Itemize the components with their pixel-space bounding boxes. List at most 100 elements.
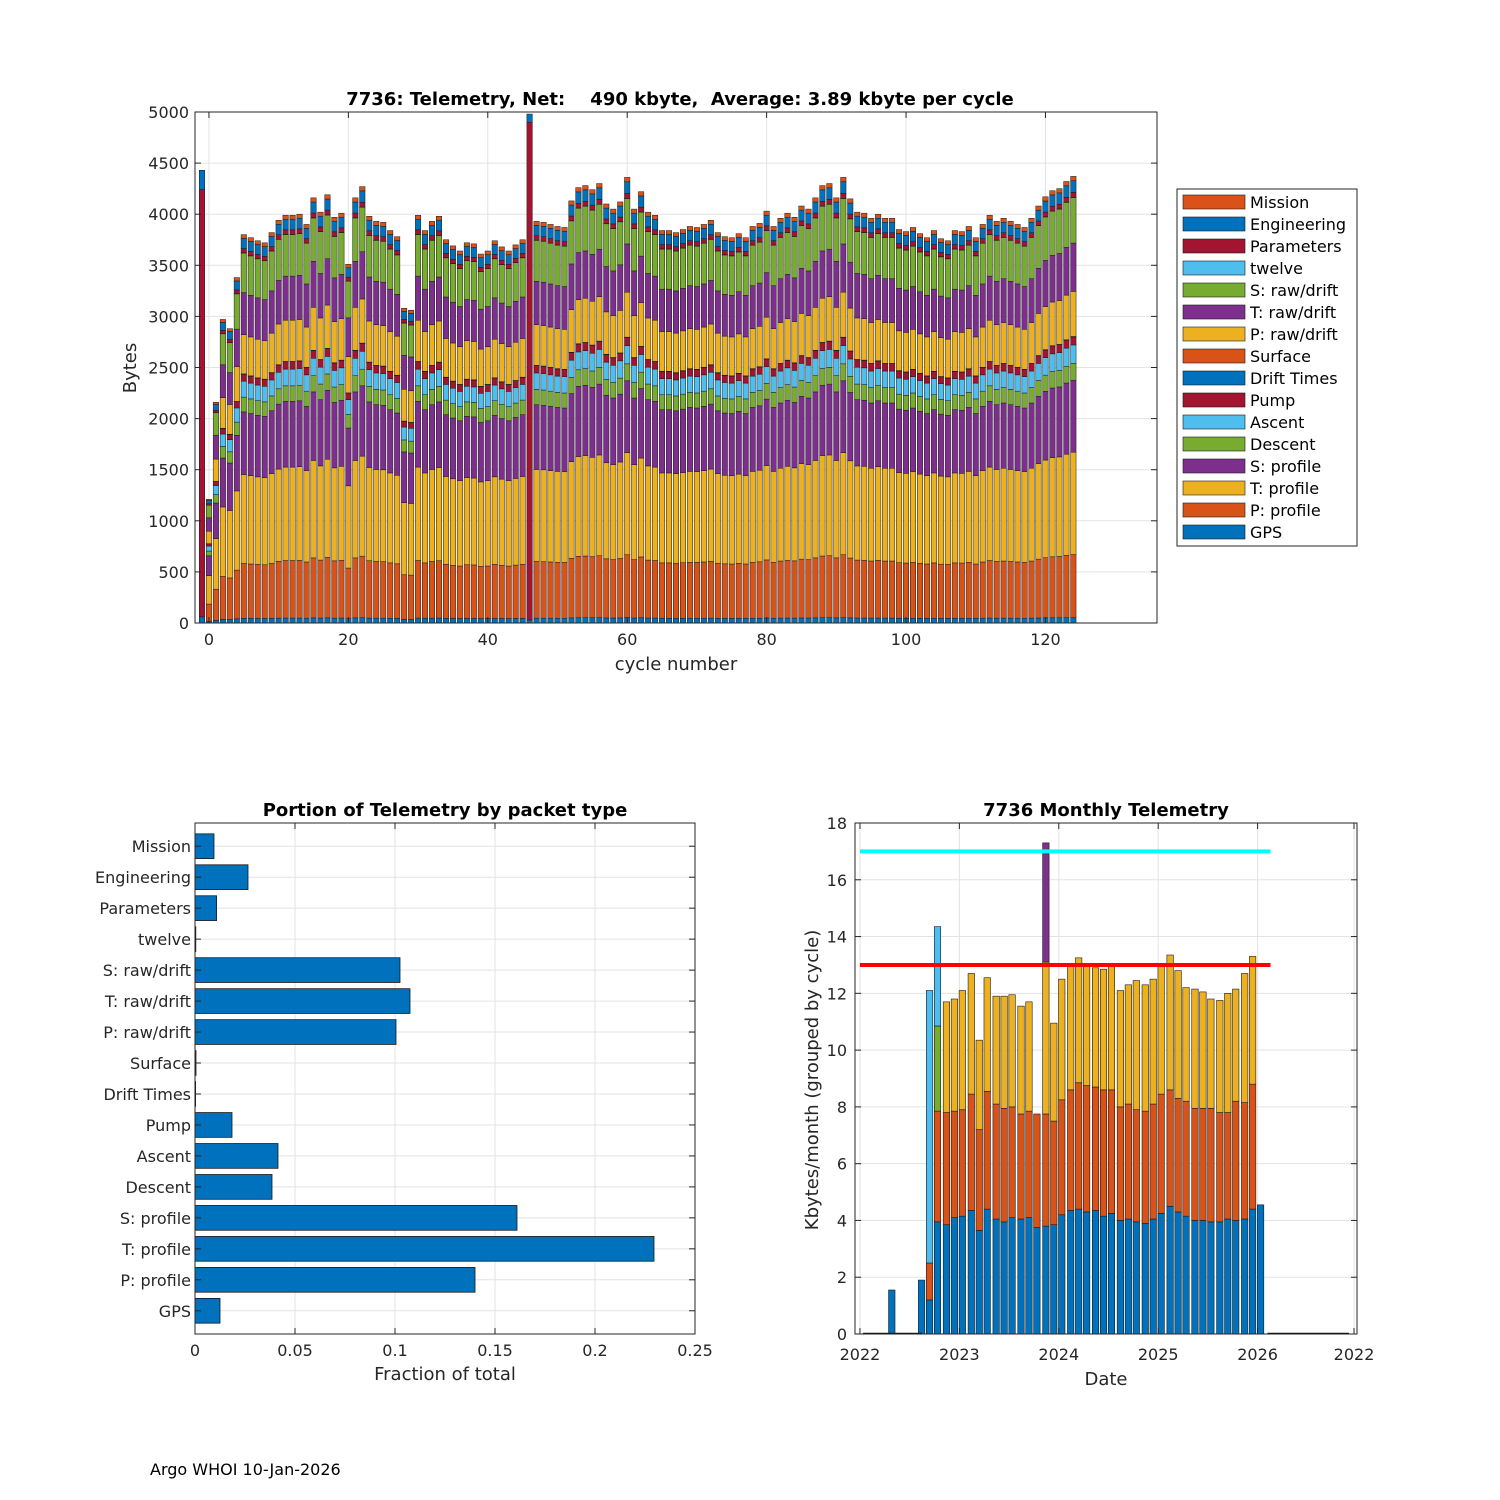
- cycle-bar-segment: [547, 283, 554, 328]
- cycle-bar-segment: [568, 377, 575, 394]
- cycle-bar-segment: [861, 399, 868, 467]
- cycle-bar-segment: [1014, 374, 1021, 392]
- cycle-bar-segment: [812, 617, 819, 624]
- cycle-bar-segment: [477, 386, 484, 394]
- cycle-bar-segment: [868, 232, 875, 238]
- cycle-bar-segment: [338, 559, 345, 619]
- cycle-bar-segment: [491, 476, 498, 565]
- cycle-bar-segment: [429, 365, 435, 374]
- cycle-bar-segment: [533, 240, 540, 282]
- cycle-bar-segment: [917, 396, 923, 412]
- cycle-bar-segment: [624, 345, 631, 365]
- cycle-bar-segment: [784, 318, 791, 361]
- cycle-bar-segment: [714, 290, 721, 334]
- portion-x-tick-label: 0.05: [277, 1341, 313, 1360]
- cycle-bar-segment: [847, 358, 854, 377]
- cycle-bar-segment: [770, 244, 777, 286]
- cycle-bar-segment: [903, 473, 910, 564]
- cycle-bar-segment: [937, 413, 944, 477]
- cycle-bar-segment: [617, 617, 624, 624]
- cycle-bar-segment: [366, 369, 373, 387]
- cycle-bar-segment: [631, 464, 638, 560]
- cycle-bar-segment: [847, 198, 854, 204]
- cycle-bar-segment: [965, 226, 972, 231]
- legend-label: S: profile: [1250, 457, 1321, 476]
- cycle-bar-segment: [491, 377, 498, 386]
- cycle-bar-segment: [296, 466, 303, 561]
- cycle-bar-segment: [721, 335, 728, 376]
- cycle-bar-segment: [1056, 188, 1063, 194]
- cycle-bar-segment: [233, 366, 240, 402]
- cycle-bar-segment: [826, 296, 833, 342]
- cycle-bar-segment: [1049, 345, 1056, 355]
- cycle-bar-segment: [700, 390, 707, 407]
- cycle-bar-segment: [205, 545, 212, 552]
- monthly-bar-segment: [1174, 1211, 1182, 1335]
- cycle-bar-segment: [847, 218, 854, 263]
- cycle-bar-segment: [1028, 237, 1035, 279]
- cycle-bar-segment: [219, 428, 226, 435]
- cycle-bar-segment: [1049, 387, 1056, 458]
- cycle-bar-segment: [456, 250, 463, 255]
- cycle-bar-segment: [617, 201, 624, 207]
- cycle-bar-segment: [540, 617, 547, 624]
- cycle-bar-segment: [714, 332, 721, 373]
- cycle-bar-segment: [777, 278, 784, 323]
- cycle-bar-segment: [861, 360, 868, 369]
- cycle-bar-segment: [415, 385, 422, 402]
- cycle-bar-segment: [317, 366, 324, 385]
- cycle-bar-segment: [219, 506, 226, 577]
- cycle-bar-segment: [1056, 352, 1063, 371]
- cycle-bar-segment: [338, 227, 345, 233]
- cycle-bar-segment: [700, 374, 707, 392]
- cycle-bar-segment: [519, 384, 526, 401]
- cycle-bar-segment: [777, 467, 784, 562]
- cycle-bar-segment: [721, 618, 728, 624]
- cycle-bar-segment: [889, 222, 896, 234]
- cycle-bar-segment: [770, 375, 777, 393]
- cycle-bar-segment: [617, 360, 624, 379]
- cycle-bar-segment: [582, 617, 589, 624]
- cycle-bar-segment: [958, 249, 965, 291]
- cycle-bar-segment: [896, 288, 903, 332]
- cycle-bar-segment: [617, 352, 624, 362]
- cycle-bar-segment: [498, 404, 505, 419]
- cycle-bar-segment: [937, 242, 944, 253]
- cycle-bar-segment: [819, 342, 826, 351]
- cycle-bar-segment: [470, 243, 477, 248]
- cycle-bar-segment: [1028, 560, 1035, 619]
- cycle-bar-segment: [268, 379, 275, 397]
- cycle-bar-segment: [798, 396, 805, 464]
- cycle-bar-segment: [526, 121, 533, 621]
- cycle-bar-segment: [568, 200, 575, 206]
- cycle-bar-segment: [247, 255, 254, 296]
- cycle-bar-segment: [498, 388, 505, 405]
- cycle-bar-segment: [972, 241, 979, 252]
- cycle-bar-segment: [917, 251, 923, 293]
- cycle-bar-segment: [282, 319, 289, 362]
- cycle-bar-segment: [819, 201, 826, 207]
- cycle-bar-segment: [596, 199, 603, 205]
- cycle-bar-segment: [1070, 197, 1077, 244]
- cycle-bar-segment: [1070, 554, 1077, 618]
- cycle-bar-segment: [456, 346, 463, 385]
- cycle-bar-segment: [540, 281, 547, 326]
- cycle-bar-segment: [603, 394, 610, 464]
- cycle-bar-segment: [498, 618, 505, 624]
- monthly-bar-segment: [1116, 990, 1124, 1108]
- cycle-y-tick-label: 3500: [148, 256, 189, 275]
- cycle-bar-segment: [261, 416, 268, 478]
- cycle-bar-segment: [1014, 470, 1021, 563]
- cycle-bar-segment: [693, 407, 700, 473]
- cycle-bar-segment: [226, 342, 233, 373]
- cycle-bar-segment: [519, 414, 526, 477]
- cycle-bar-segment: [282, 401, 289, 468]
- cycle-bar-segment: [812, 391, 819, 461]
- cycle-bar-segment: [763, 358, 770, 367]
- cycle-bar-segment: [714, 246, 721, 252]
- cycle-bar-segment: [1049, 556, 1056, 619]
- cycle-bar-segment: [596, 349, 603, 368]
- cycle-bar-segment: [324, 198, 331, 211]
- cycle-bar-segment: [854, 383, 861, 400]
- cycle-bar-segment: [352, 201, 359, 214]
